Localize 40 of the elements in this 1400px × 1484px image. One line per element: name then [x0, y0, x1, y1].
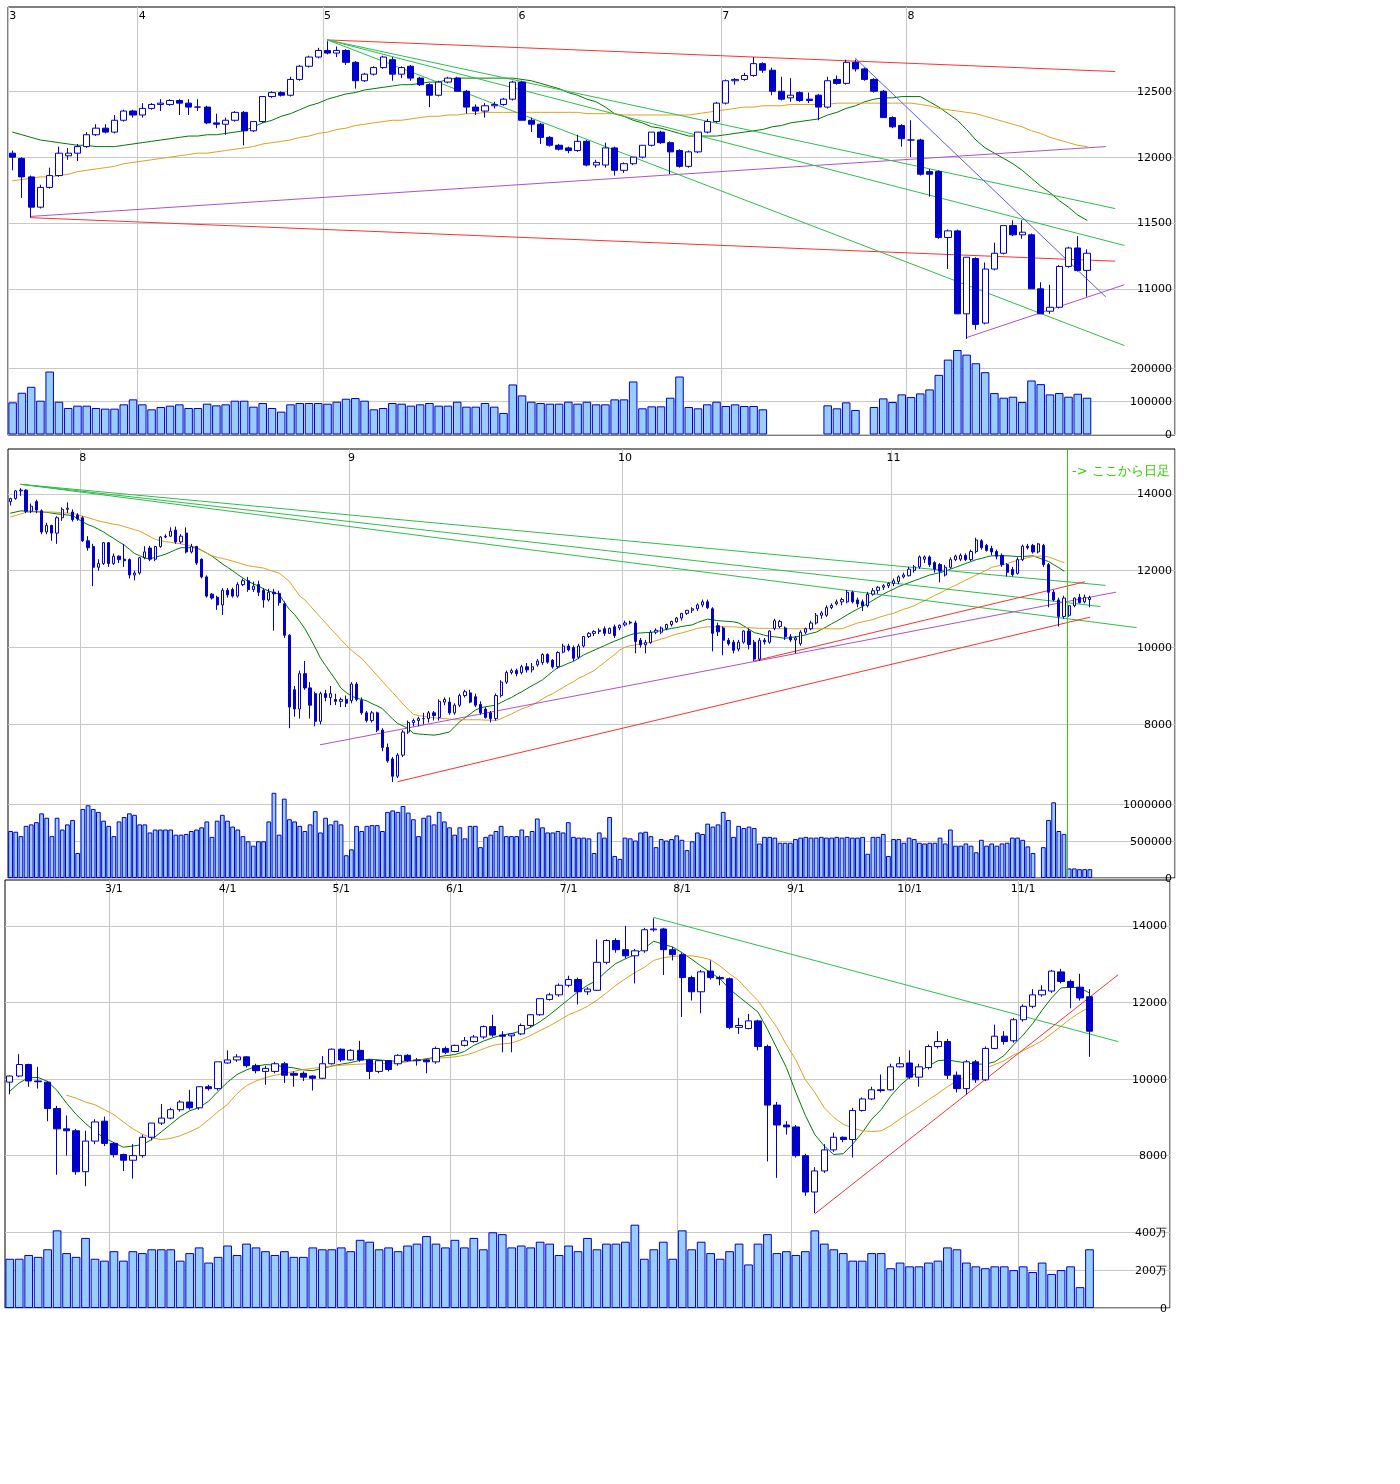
y-tick-label: 8000 [1144, 717, 1172, 731]
x-tick-label: 8 [907, 9, 915, 22]
x-tick-label: 8/1 [673, 882, 692, 895]
x-tick-label: 5 [324, 9, 332, 22]
x-tick-label: 3/1 [105, 882, 123, 895]
x-tick-label: 7 [722, 9, 730, 22]
y-tick-label: 12000 [1137, 564, 1172, 578]
y-tick-label: 12500 [1137, 84, 1172, 98]
y-tick-label: 14000 [1132, 919, 1167, 933]
y2-tick-label: 0 [1165, 428, 1172, 441]
x-tick-label: 6/1 [446, 882, 464, 895]
y2-tick-label: 200万 [1135, 1263, 1167, 1277]
x-tick-label: 8 [79, 451, 87, 464]
x-tick-label: 4/1 [218, 882, 237, 895]
y-tick-label: 11000 [1137, 282, 1172, 296]
x-tick-label: 5/1 [332, 882, 351, 895]
x-tick-label: 9/1 [787, 882, 805, 895]
y-tick-label: 12000 [1132, 996, 1167, 1009]
y-tick-label: 10000 [1132, 1072, 1167, 1086]
y2-tick-label: 0 [1160, 1301, 1167, 1315]
y-tick-label: 14000 [1137, 487, 1172, 501]
x-tick-label: 3 [9, 9, 17, 22]
x-tick-label: 10/1 [897, 882, 922, 895]
y2-tick-label: 500000 [1130, 834, 1172, 848]
y2-tick-label: 200000 [1130, 361, 1172, 375]
y2-tick-label: 1000000 [1123, 798, 1172, 812]
x-tick-label: 11/1 [1010, 882, 1036, 895]
annotation: -> ここから日足 [1072, 463, 1170, 478]
y2-tick-label: 100000 [1130, 394, 1172, 408]
y-tick-label: 12000 [1137, 150, 1172, 164]
y-tick-label: 11500 [1137, 216, 1172, 230]
x-tick-label: 4 [138, 9, 146, 22]
x-tick-label: 7/1 [559, 882, 578, 895]
x-tick-label: 6 [518, 9, 526, 22]
x-tick-label: 11 [886, 451, 901, 464]
y-tick-label: 8000 [1139, 1149, 1167, 1163]
x-tick-label: 9 [347, 451, 355, 464]
x-tick-label: 10 [618, 451, 633, 464]
y2-tick-label: 400万 [1135, 1225, 1167, 1239]
y-tick-label: 10000 [1137, 641, 1172, 655]
